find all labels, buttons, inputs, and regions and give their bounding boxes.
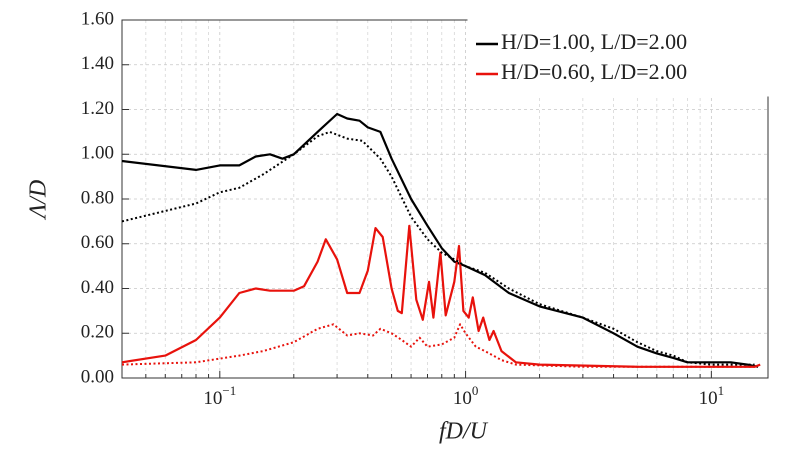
y-axis-label: Λ/D bbox=[26, 180, 52, 221]
x-tick-exponent: 0 bbox=[472, 383, 479, 398]
line bbox=[121, 130, 755, 366]
y-tick-label: 1.40 bbox=[81, 53, 114, 74]
legend-label: H/D=0.60, L/D=2.00 bbox=[501, 59, 687, 84]
line bbox=[121, 323, 755, 368]
legend-box bbox=[467, 19, 769, 97]
line bbox=[121, 224, 761, 368]
x-tick-exponent: −1 bbox=[222, 383, 236, 398]
y-tick-label: 1.00 bbox=[81, 143, 114, 164]
x-tick-label: 100 bbox=[453, 383, 479, 409]
plot-frame bbox=[121, 19, 769, 379]
x-tick-exponent: 1 bbox=[718, 383, 725, 398]
x-tick-base: 10 bbox=[203, 388, 222, 409]
y-tick-label: 0.20 bbox=[81, 322, 114, 343]
y-tick-label: 1.20 bbox=[81, 98, 114, 119]
x-tick-base: 10 bbox=[453, 388, 472, 409]
x-tick-base: 10 bbox=[699, 388, 718, 409]
y-tick-label: 1.60 bbox=[81, 8, 114, 29]
x-axis-label: fD/U bbox=[439, 419, 489, 445]
legend-label: H/D=1.00, L/D=2.00 bbox=[501, 29, 687, 54]
y-tick-label: 0.00 bbox=[81, 366, 114, 387]
x-tick-label: 101 bbox=[699, 383, 725, 409]
x-tick-label: 10−1 bbox=[203, 383, 236, 409]
y-tick-label: 0.40 bbox=[81, 277, 114, 298]
line bbox=[121, 112, 759, 368]
y-tick-label: 0.80 bbox=[81, 187, 114, 208]
y-tick-label: 0.60 bbox=[81, 232, 114, 253]
